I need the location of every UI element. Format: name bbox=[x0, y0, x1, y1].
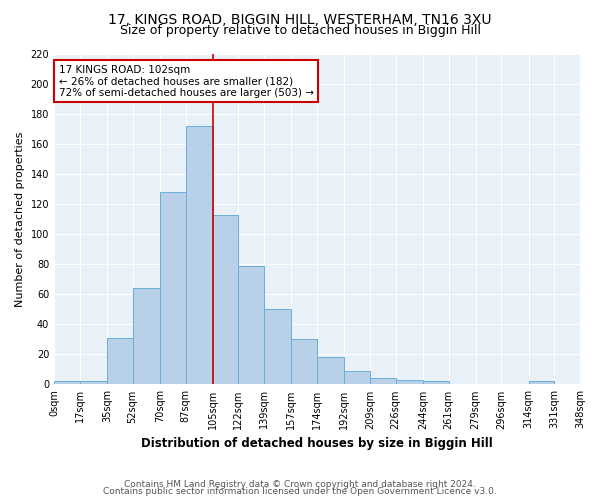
Bar bbox=[370, 378, 395, 384]
Y-axis label: Number of detached properties: Number of detached properties bbox=[15, 132, 25, 307]
Text: Contains public sector information licensed under the Open Government Licence v3: Contains public sector information licen… bbox=[103, 488, 497, 496]
Bar bbox=[344, 371, 370, 384]
Bar bbox=[423, 382, 449, 384]
Bar bbox=[160, 192, 185, 384]
Bar bbox=[529, 382, 554, 384]
Bar bbox=[395, 380, 423, 384]
Bar bbox=[107, 338, 133, 384]
Text: Size of property relative to detached houses in Biggin Hill: Size of property relative to detached ho… bbox=[119, 24, 481, 37]
Bar bbox=[54, 382, 80, 384]
Bar bbox=[133, 288, 160, 384]
Bar bbox=[264, 310, 292, 384]
Text: Contains HM Land Registry data © Crown copyright and database right 2024.: Contains HM Land Registry data © Crown c… bbox=[124, 480, 476, 489]
Text: 17 KINGS ROAD: 102sqm
← 26% of detached houses are smaller (182)
72% of semi-det: 17 KINGS ROAD: 102sqm ← 26% of detached … bbox=[59, 64, 314, 98]
Bar bbox=[185, 126, 213, 384]
Text: 17, KINGS ROAD, BIGGIN HILL, WESTERHAM, TN16 3XU: 17, KINGS ROAD, BIGGIN HILL, WESTERHAM, … bbox=[108, 12, 492, 26]
Bar bbox=[292, 340, 317, 384]
X-axis label: Distribution of detached houses by size in Biggin Hill: Distribution of detached houses by size … bbox=[141, 437, 493, 450]
Bar bbox=[213, 214, 238, 384]
Bar bbox=[238, 266, 264, 384]
Bar bbox=[317, 358, 344, 384]
Bar bbox=[80, 382, 107, 384]
